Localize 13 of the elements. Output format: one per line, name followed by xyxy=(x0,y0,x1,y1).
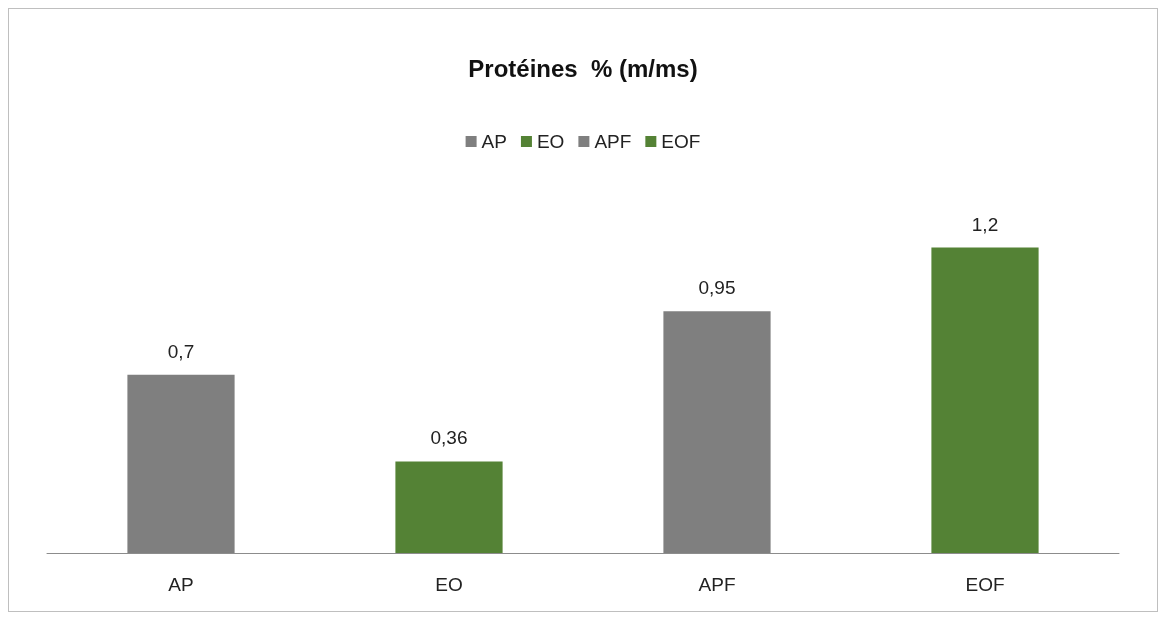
chart-title: Protéines % (m/ms) xyxy=(468,54,698,82)
data-label: 1,2 xyxy=(971,213,999,235)
x-tick-label: APF xyxy=(698,574,736,595)
x-tick-label: AP xyxy=(168,574,194,595)
x-tick-label: EO xyxy=(435,574,463,595)
legend-label: APF xyxy=(594,131,632,152)
data-label: 0,7 xyxy=(167,340,195,362)
data-label: 0,95 xyxy=(698,277,736,299)
data-label: 0,36 xyxy=(430,427,468,449)
legend-label: EOF xyxy=(661,131,701,152)
legend-label: AP xyxy=(481,131,507,152)
x-tick-label: EOF xyxy=(965,574,1005,595)
legend-label: EO xyxy=(536,131,565,152)
